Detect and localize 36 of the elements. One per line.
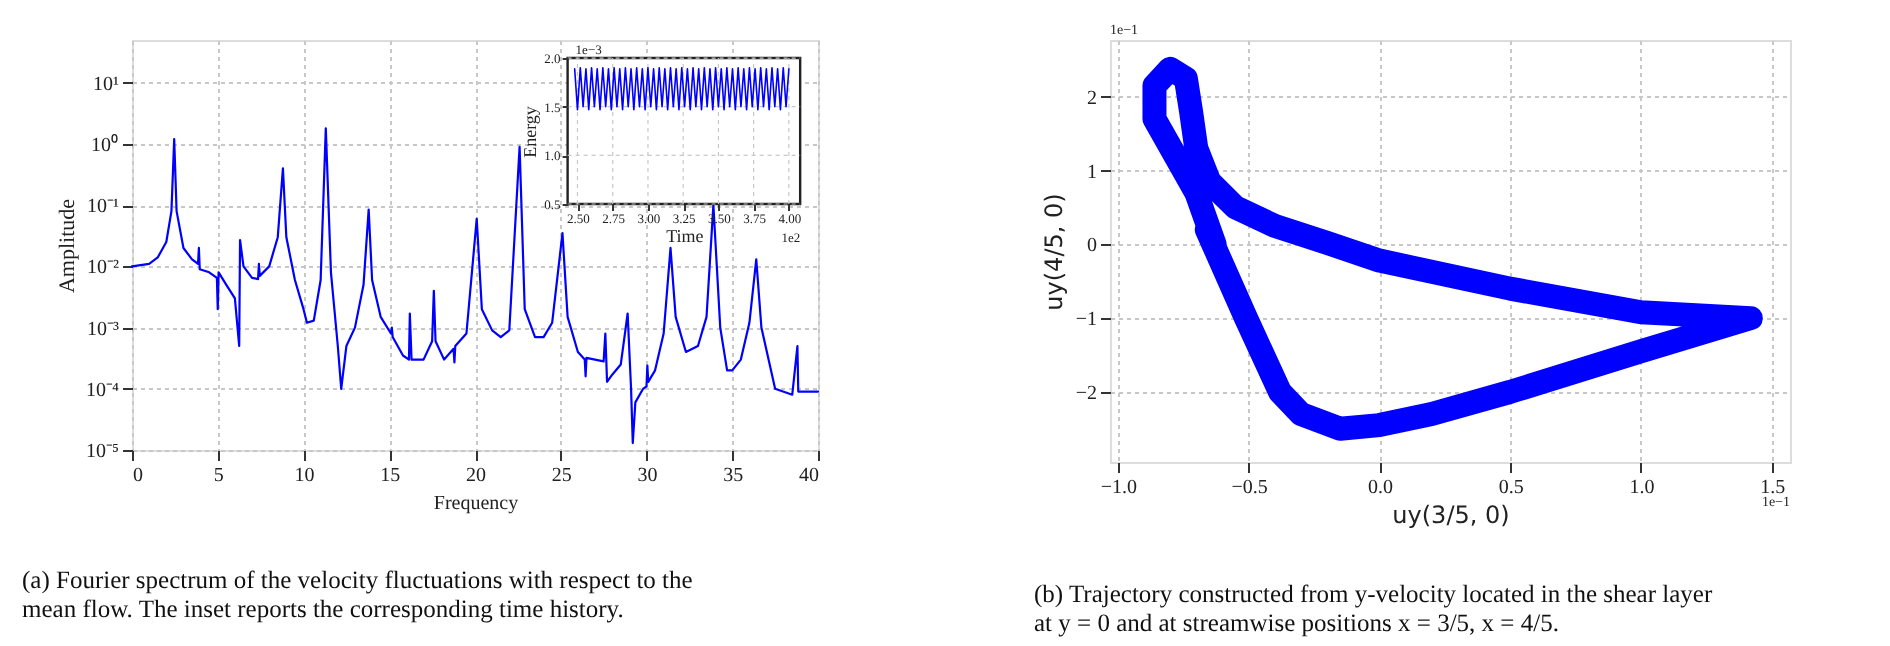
y-tick-label: 10⁻¹ <box>87 196 119 219</box>
y-tick-label: −2 <box>1075 382 1097 405</box>
x-tick-label: 10 <box>294 465 315 487</box>
line-series <box>573 66 790 111</box>
y-tick-label: 10⁻³ <box>87 318 119 341</box>
x-tick-label: 15 <box>380 465 401 487</box>
y-axis-title: uy(4/5, 0) <box>1039 193 1068 311</box>
y-tick-label: 2 <box>1087 87 1097 110</box>
x-axis-title: uy(3/5, 0) <box>1392 501 1510 529</box>
x-tick-label: 25 <box>551 465 572 487</box>
x-tick-label: 20 <box>466 465 486 487</box>
x-tick-label: 35 <box>723 465 744 487</box>
y-tick-label: 0 <box>1087 235 1097 258</box>
x-tick-label: −0.5 <box>1231 477 1268 499</box>
y-axis-title: Energy <box>520 105 541 158</box>
x-tick-label: 1.5 <box>1760 477 1786 499</box>
x-tick-label: 30 <box>637 465 658 487</box>
x-axis-title: Frequency <box>433 493 519 515</box>
y-axis-title: Amplitude <box>56 198 81 294</box>
text: (b) Trajectory constructed from y-velocity located in the shear layer at y = 0 and at streamwise positions x = 3/5, x = 4/5. <box>1034 580 1714 637</box>
y-tick-label: −1 <box>1075 309 1097 332</box>
y-tick-label: 10⁻⁵ <box>86 441 119 463</box>
text: (a) Fourier spectrum of the velocity fluctuations with respect to the mean flow. The inset reports the corresponding time history. <box>22 566 694 623</box>
x-axis-title: Time <box>666 226 704 246</box>
y-tick-label: 10⁻⁴ <box>86 379 120 402</box>
x-tick-label: 0.0 <box>1367 477 1393 499</box>
y-tick-label: 1 <box>1087 161 1097 184</box>
x-tick-label: 0 <box>133 465 143 487</box>
x-tick-label: 0.5 <box>1498 477 1524 499</box>
y-tick-label: 10⁰ <box>91 132 119 157</box>
x-tick-label: 1.0 <box>1629 477 1655 499</box>
y-tick-label: 10⁻² <box>87 257 119 280</box>
x-tick-label: 5 <box>213 465 224 487</box>
x-tick-label: 40 <box>799 465 819 487</box>
x-tick-label: −1.0 <box>1100 477 1137 499</box>
y-tick-label: 10¹ <box>93 73 119 96</box>
